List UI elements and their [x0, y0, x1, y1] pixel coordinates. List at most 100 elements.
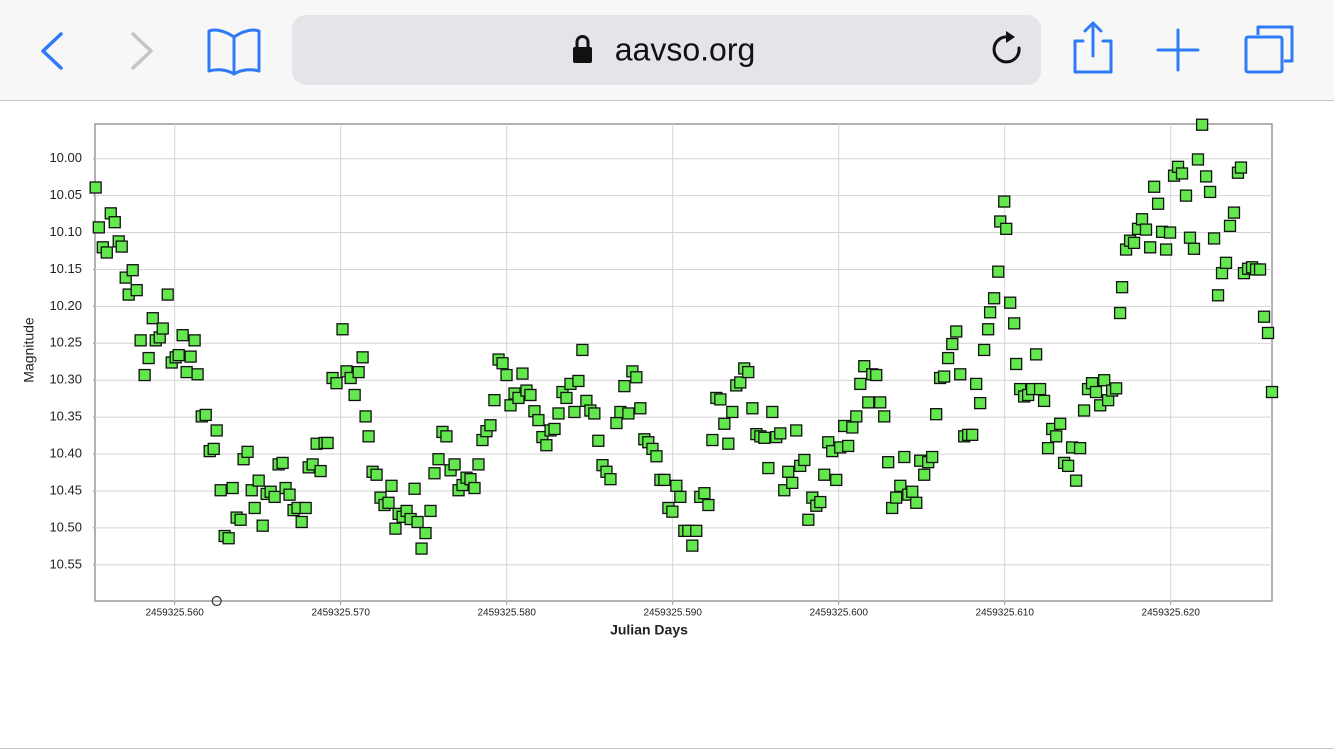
data-point: [981, 323, 995, 336]
data-point: [1187, 242, 1201, 255]
data-point: [906, 485, 919, 498]
data-point: [774, 427, 787, 440]
data-point: [428, 467, 441, 480]
y-tick-label: 10.20: [49, 298, 82, 313]
data-point: [314, 464, 327, 478]
data-point: [512, 391, 525, 405]
data-points: [89, 118, 1279, 607]
y-tick-label: 10.30: [49, 372, 82, 387]
y-axis-label: Magnitude: [21, 317, 37, 383]
data-point: [992, 265, 1005, 278]
y-tick-label: 10.25: [49, 335, 82, 350]
data-point: [382, 496, 395, 509]
data-point: [658, 473, 671, 487]
data-point: [878, 410, 891, 423]
data-point: [818, 468, 831, 481]
data-point: [998, 195, 1011, 208]
data-point: [330, 377, 343, 390]
data-point: [108, 216, 121, 229]
data-point: [1098, 374, 1111, 387]
data-point: [352, 365, 365, 379]
data-point: [252, 474, 265, 487]
data-point: [419, 526, 432, 540]
data-point: [766, 405, 779, 419]
x-axis-label: Julian Days: [610, 622, 688, 638]
data-point: [1265, 385, 1279, 399]
data-point: [1127, 236, 1141, 250]
data-point: [850, 410, 863, 423]
data-point: [191, 368, 204, 381]
url-text: aavso.org: [615, 31, 756, 67]
data-point: [894, 479, 907, 492]
new-tab-button[interactable]: [1156, 28, 1200, 72]
data-point: [130, 283, 143, 297]
data-point: [650, 450, 663, 463]
data-point: [1135, 213, 1149, 226]
data-point: [1008, 317, 1021, 330]
y-tick-label: 10.35: [49, 409, 82, 424]
data-point: [634, 402, 647, 415]
data-point: [1183, 231, 1197, 244]
data-point: [670, 479, 683, 492]
data-point: [886, 501, 899, 515]
data-point: [276, 456, 289, 470]
data-point: [496, 357, 509, 370]
data-point: [295, 515, 308, 529]
data-point: [210, 424, 223, 437]
tabs-button[interactable]: [1244, 25, 1294, 74]
forward-button[interactable]: [131, 32, 153, 70]
data-point: [552, 407, 565, 420]
data-point: [790, 424, 803, 437]
data-point: [592, 434, 605, 447]
data-point: [146, 312, 159, 325]
data-point: [359, 410, 372, 423]
y-tick-label: 10.50: [49, 519, 82, 534]
x-tick-label: 2459325.590: [644, 608, 703, 619]
data-point: [842, 439, 855, 453]
data-point: [1139, 223, 1153, 236]
plot-area: [94, 123, 1273, 602]
data-point: [977, 343, 991, 357]
data-point: [1061, 459, 1075, 473]
data-point: [1227, 206, 1241, 219]
back-button[interactable]: [41, 32, 63, 70]
data-point: [918, 468, 931, 481]
data-point: [987, 292, 1001, 305]
bookmarks-button[interactable]: [207, 28, 261, 76]
data-point: [610, 416, 623, 430]
data-point: [1109, 382, 1123, 395]
address-bar[interactable]: [292, 15, 1041, 85]
data-point: [199, 408, 212, 422]
data-point: [138, 368, 151, 382]
x-tick-label: 2459325.600: [810, 608, 869, 619]
data-point: [356, 351, 369, 364]
data-point: [622, 407, 635, 420]
data-point: [1179, 189, 1193, 202]
x-tick-label: 2459325.560: [145, 608, 204, 619]
data-point: [722, 437, 735, 450]
data-point: [858, 360, 871, 373]
data-point: [830, 473, 843, 487]
data-point: [207, 442, 220, 456]
data-point: [540, 439, 553, 452]
data-point: [560, 391, 573, 405]
share-button[interactable]: [1073, 21, 1113, 74]
data-point: [172, 348, 185, 362]
data-point: [1069, 474, 1083, 487]
x-tick-label: 2459325.580: [477, 608, 536, 619]
data-point: [1077, 404, 1091, 417]
x-tick-label: 2459325.570: [311, 608, 370, 619]
data-point: [1195, 118, 1209, 131]
data-point: [970, 377, 983, 391]
data-point: [846, 421, 859, 434]
data-point: [448, 458, 461, 471]
data-point: [214, 484, 227, 497]
data-point: [385, 479, 398, 492]
data-point: [742, 365, 755, 379]
reload-button[interactable]: [992, 31, 1021, 64]
data-point: [974, 396, 987, 410]
data-point: [134, 334, 147, 347]
data-point: [746, 402, 759, 415]
data-point: [1159, 243, 1173, 256]
data-point: [184, 350, 197, 363]
